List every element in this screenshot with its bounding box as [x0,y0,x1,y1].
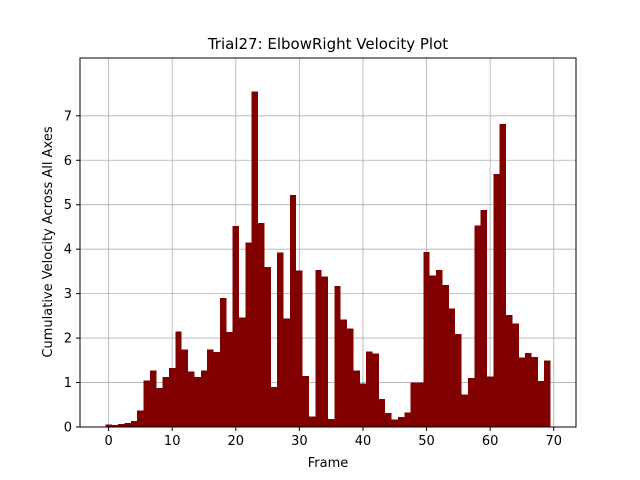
y-tick-label: 5 [64,198,72,213]
x-tick-label: 30 [291,434,308,449]
bar [289,194,297,427]
bar [359,383,367,427]
bar [385,412,392,427]
bar [251,91,259,427]
y-tick-label: 0 [64,421,72,436]
bar [232,226,239,427]
y-tick-label: 3 [64,287,72,302]
bar [467,378,475,427]
y-tick-label: 7 [64,109,72,124]
bar [200,370,208,427]
bar [391,419,398,427]
chart-title: Trial27: ElbowRight Velocity Plot [207,35,448,53]
bar [194,377,201,427]
bar [258,222,265,427]
x-tick-label: 70 [545,434,562,449]
y-tick-label: 6 [64,154,72,169]
bar [130,421,138,427]
y-axis-label: Cumulative Velocity Across All Axes [41,126,56,357]
bar [124,422,131,427]
x-tick-label: 0 [104,434,112,449]
bar [315,270,322,427]
bar [207,349,214,427]
bar [328,418,335,427]
x-tick-label: 40 [355,434,372,449]
bar [162,376,170,427]
bar [417,382,424,427]
y-tick-label: 2 [64,332,72,347]
bar [347,328,354,427]
bar [474,225,481,427]
x-axis-label: Frame [308,456,349,471]
bar [334,286,341,427]
bar [518,357,526,427]
bar [480,210,487,427]
bar [372,353,379,427]
bar [537,381,545,427]
bar [340,319,348,427]
bar [397,416,405,427]
y-tick-label: 1 [64,376,72,391]
bar [366,351,373,427]
x-tick-label: 50 [418,434,435,449]
bar [118,423,125,427]
bar [404,412,411,427]
ticks: 0 10 20 30 40 50 60 70 0 1 2 3 4 5 6 7 [64,109,562,449]
bar [188,371,195,427]
bar [531,357,538,427]
bar [270,386,278,427]
bar [525,352,532,427]
bar [137,410,144,427]
bar [486,376,494,427]
bar [308,416,316,427]
y-tick-label: 4 [64,243,72,258]
bar [111,424,119,427]
bar [429,275,437,427]
bar [455,334,462,427]
bar [302,375,309,427]
bar [436,270,443,427]
bar [277,252,284,427]
bar [219,298,227,427]
x-tick-label: 10 [164,434,181,449]
bars [105,91,551,427]
bar [321,276,328,427]
bar [169,367,176,427]
bar [493,174,500,427]
bar [512,323,519,427]
bar [264,266,271,427]
bar [442,285,449,427]
plot-frame [79,57,577,428]
bar [105,424,112,427]
bar [461,394,468,427]
bar [156,387,163,427]
x-tick-label: 20 [228,434,245,449]
bar [245,242,252,427]
bar [378,398,386,427]
x-tick-label: 60 [482,434,499,449]
bar [499,124,507,427]
bar [175,331,182,427]
bar [238,317,246,427]
bar [448,308,456,427]
bar [181,349,189,427]
bar [143,380,150,427]
bar [226,331,233,427]
bar [506,314,513,427]
axes [79,57,577,428]
bar [423,251,430,427]
bar [410,382,418,427]
bar [544,360,551,427]
bar [296,270,303,427]
bar [283,318,290,427]
bar [149,370,157,427]
bar [353,370,360,427]
bar [213,351,220,427]
